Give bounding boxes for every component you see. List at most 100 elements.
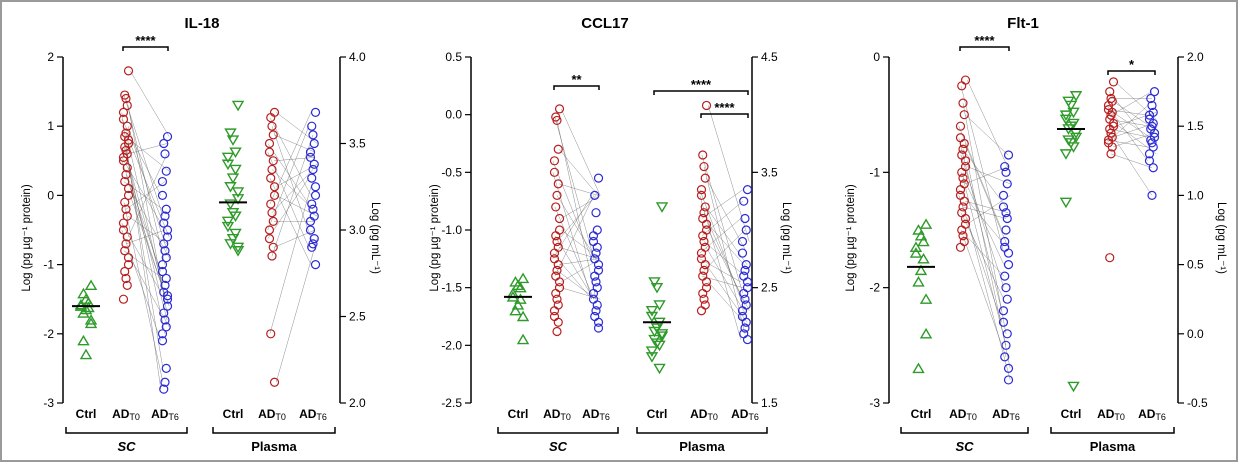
- y-tick-label-left: -2.5: [441, 396, 462, 410]
- ad-t0-point: [549, 311, 560, 322]
- ad-t6-point: [998, 317, 1009, 327]
- paired-line: [705, 247, 748, 317]
- paired-line: [267, 152, 310, 248]
- paired-line: [275, 238, 318, 383]
- ad-t0-point: [269, 377, 280, 387]
- ad-t0-point: [698, 231, 708, 241]
- ad-t0-point: [959, 196, 969, 206]
- paired-line: [127, 105, 168, 314]
- ad-t6-point: [1147, 100, 1157, 111]
- paired-line: [123, 250, 164, 279]
- y-tick-label-right: 4.0: [349, 50, 366, 64]
- ad-t0-point: [1103, 135, 1114, 145]
- y-tick-label-left: -2: [43, 327, 54, 341]
- ad-t6-point: [310, 260, 321, 270]
- ctrl-point: [226, 135, 240, 146]
- paired-line: [125, 229, 166, 245]
- panel-title: Flt-1: [1007, 15, 1039, 32]
- ad-t0-point: [955, 133, 966, 143]
- ad-t6-point: [593, 323, 604, 333]
- category-label-subscript: T0: [275, 412, 286, 422]
- ad-t6-point: [161, 166, 171, 176]
- y-tick-label-right: 2.0: [349, 396, 366, 410]
- ad-t6-point: [1001, 283, 1011, 293]
- ad-t0-point: [700, 173, 710, 183]
- paired-line: [121, 222, 161, 293]
- paired-line: [1110, 132, 1153, 196]
- category-label: Ctrl: [76, 407, 97, 421]
- y-tick-label-left: -3: [869, 396, 880, 410]
- ctrl-point: [221, 221, 235, 233]
- paired-line: [962, 178, 1007, 346]
- ad-t0-point: [551, 288, 561, 299]
- paired-line: [274, 157, 316, 162]
- ad-t6-point: [310, 107, 321, 117]
- ad-t0-point: [552, 294, 562, 304]
- ctrl-point: [919, 218, 933, 229]
- ad-t0-point: [267, 164, 277, 175]
- paired-line: [1113, 123, 1155, 138]
- paired-line: [130, 257, 170, 327]
- panel-title: IL-18: [184, 15, 219, 32]
- category-label-main: AD: [690, 407, 708, 421]
- category-label-main: AD: [731, 407, 749, 421]
- ad-t0-point: [118, 156, 129, 166]
- ad-t6-point: [1000, 242, 1010, 252]
- ctrl-point: [919, 327, 933, 339]
- panel-flt1: Flt-1 Log (pg µg⁻¹ protein) Log (pg mL⁻¹…: [845, 15, 1227, 454]
- y-axis-label-right: Log (pg mL⁻¹): [1215, 202, 1227, 274]
- ctrl-point: [1069, 91, 1083, 102]
- category-label: ADT0: [112, 407, 140, 422]
- ctrl-point: [231, 187, 245, 198]
- ad-t0-point: [266, 173, 276, 183]
- paired-line: [130, 139, 170, 172]
- ad-t6-point: [162, 131, 173, 142]
- ad-t6-point: [737, 236, 748, 247]
- ad-t0-point: [122, 232, 132, 242]
- y-tick-label-right: 2.5: [349, 310, 366, 324]
- paired-line: [269, 186, 312, 334]
- ad-t6-point: [1002, 179, 1012, 189]
- ctrl-point: [229, 228, 242, 240]
- ad-t6-point: [160, 211, 170, 221]
- paired-line: [271, 126, 314, 244]
- ad-t6-point: [307, 199, 317, 209]
- ctrl-point: [1064, 121, 1078, 133]
- ad-t6-point: [740, 265, 750, 275]
- ctrl-point: [74, 298, 88, 310]
- ctrl-point: [655, 202, 669, 213]
- ad-t6-point: [588, 236, 599, 247]
- ctrl-point: [231, 242, 245, 254]
- ad-t0-point: [955, 185, 966, 195]
- ad-t0-point: [268, 242, 278, 252]
- paired-line: [960, 229, 1005, 277]
- category-label: Ctrl: [1061, 407, 1082, 421]
- ad-t0-point: [268, 216, 278, 226]
- y-axis-label-right: Log (pg mL⁻¹): [780, 202, 792, 274]
- ad-t0-point: [121, 239, 131, 249]
- significance-label: **: [571, 72, 582, 87]
- paired-line: [707, 105, 750, 242]
- paired-line: [1110, 91, 1153, 116]
- ad-t0-point: [1108, 77, 1119, 87]
- ctrl-point: [221, 152, 235, 164]
- category-label-subscript: T0: [129, 412, 140, 422]
- ad-t0-point: [268, 130, 278, 140]
- ad-t6-point: [160, 246, 170, 256]
- ad-t6-point: [310, 190, 321, 200]
- ctrl-point: [653, 300, 666, 311]
- category-label-subscript: T6: [168, 412, 179, 422]
- paired-line: [960, 212, 1005, 300]
- ctrl-point: [1067, 118, 1080, 130]
- y-tick-label-right: -0.5: [1187, 396, 1208, 410]
- category-label-main: Ctrl: [647, 407, 668, 421]
- ad-t0-point: [1106, 149, 1116, 159]
- paired-line: [705, 206, 748, 265]
- ad-t6-point: [742, 277, 753, 287]
- ad-t6-point: [309, 138, 319, 149]
- ad-t0-point: [1106, 110, 1116, 120]
- plot-layer: -2.5 -2.0 -1.5 -1.0 -0.5 0.0 0.5 1.5 2.5 3.5 4.5 Ct…: [441, 50, 778, 454]
- paired-line: [960, 154, 1005, 288]
